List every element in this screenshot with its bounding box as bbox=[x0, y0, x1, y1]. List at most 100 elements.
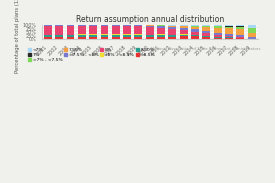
Bar bbox=[191, 36, 199, 40]
Bar bbox=[157, 28, 165, 34]
Bar bbox=[123, 35, 131, 37]
Bar bbox=[112, 37, 120, 40]
Bar bbox=[100, 34, 108, 35]
Bar bbox=[191, 25, 199, 26]
Bar bbox=[112, 26, 120, 34]
Bar bbox=[180, 36, 188, 40]
Bar bbox=[180, 30, 188, 34]
Bar bbox=[214, 28, 222, 33]
Bar bbox=[134, 26, 142, 34]
Bar bbox=[248, 25, 255, 28]
Bar bbox=[100, 37, 108, 40]
Bar bbox=[146, 27, 154, 35]
Bar bbox=[123, 37, 131, 40]
Bar bbox=[191, 35, 199, 36]
Bar bbox=[100, 35, 108, 37]
Bar bbox=[89, 34, 97, 35]
Bar bbox=[112, 25, 120, 26]
Bar bbox=[236, 29, 244, 35]
Bar bbox=[67, 35, 75, 37]
Bar bbox=[55, 37, 63, 40]
Bar bbox=[134, 25, 142, 26]
Bar bbox=[225, 36, 233, 37]
Bar bbox=[44, 37, 52, 40]
Bar bbox=[157, 34, 165, 35]
Bar bbox=[180, 35, 188, 36]
Bar bbox=[225, 38, 233, 40]
Bar bbox=[191, 26, 199, 27]
Bar bbox=[55, 35, 63, 37]
Bar bbox=[225, 25, 233, 26]
Bar bbox=[248, 38, 255, 39]
Bar bbox=[236, 35, 244, 37]
Bar bbox=[202, 36, 210, 37]
Bar bbox=[157, 37, 165, 40]
Bar bbox=[248, 28, 255, 33]
Bar bbox=[100, 26, 108, 34]
Bar bbox=[214, 26, 222, 27]
Bar bbox=[134, 34, 142, 35]
Bar bbox=[202, 33, 210, 36]
Bar bbox=[191, 31, 199, 35]
Text: National Association of State Retirement Administrators: National Association of State Retirement… bbox=[150, 47, 260, 51]
Bar bbox=[67, 25, 75, 26]
Bar bbox=[225, 28, 233, 34]
Bar bbox=[214, 27, 222, 28]
Bar bbox=[67, 26, 75, 35]
Bar bbox=[168, 37, 176, 40]
Bar bbox=[100, 25, 108, 26]
Bar bbox=[214, 25, 222, 26]
Bar bbox=[248, 37, 255, 38]
Bar bbox=[191, 29, 199, 31]
Bar bbox=[236, 38, 244, 40]
Bar bbox=[123, 26, 131, 34]
Bar bbox=[89, 26, 97, 34]
Bar bbox=[78, 25, 86, 26]
Bar bbox=[146, 26, 154, 27]
Bar bbox=[78, 34, 86, 35]
Bar bbox=[89, 25, 97, 26]
Bar bbox=[202, 26, 210, 27]
Bar bbox=[78, 37, 86, 40]
Y-axis label: Percentage of total plans (129): Percentage of total plans (129) bbox=[15, 0, 20, 73]
Bar bbox=[225, 37, 233, 38]
Bar bbox=[78, 35, 86, 37]
Bar bbox=[236, 25, 244, 27]
Bar bbox=[202, 31, 210, 33]
Bar bbox=[146, 25, 154, 26]
Bar bbox=[214, 33, 222, 36]
Bar bbox=[191, 27, 199, 29]
Bar bbox=[202, 27, 210, 31]
Bar bbox=[55, 26, 63, 35]
Bar bbox=[146, 35, 154, 37]
Bar bbox=[44, 25, 52, 26]
Bar bbox=[225, 26, 233, 27]
Legend: <7%, 7%, >7% - <7.5%, 7.50%, >7.5% - <8%, 8%, >8% - <8.5%, 8.50%, >8.5%: <7%, 7%, >7% - <7.5%, 7.50%, >7.5% - <8%… bbox=[27, 46, 157, 64]
Bar bbox=[202, 25, 210, 26]
Bar bbox=[214, 38, 222, 40]
Bar bbox=[78, 26, 86, 34]
Bar bbox=[180, 28, 188, 30]
Bar bbox=[225, 34, 233, 36]
Bar bbox=[89, 37, 97, 40]
Bar bbox=[225, 27, 233, 28]
Bar bbox=[168, 35, 176, 37]
Bar bbox=[214, 37, 222, 38]
Bar bbox=[180, 26, 188, 28]
Bar bbox=[134, 35, 142, 37]
Bar bbox=[44, 35, 52, 37]
Bar bbox=[134, 37, 142, 40]
Bar bbox=[180, 34, 188, 35]
Bar bbox=[214, 36, 222, 37]
Bar bbox=[44, 26, 52, 35]
Title: Return assumption annual distribution: Return assumption annual distribution bbox=[76, 15, 224, 24]
Bar bbox=[55, 25, 63, 26]
Bar bbox=[123, 34, 131, 35]
Bar bbox=[157, 26, 165, 28]
Bar bbox=[236, 27, 244, 29]
Bar bbox=[248, 33, 255, 37]
Bar bbox=[112, 34, 120, 35]
Bar bbox=[168, 27, 176, 29]
Bar bbox=[202, 37, 210, 40]
Bar bbox=[168, 26, 176, 27]
